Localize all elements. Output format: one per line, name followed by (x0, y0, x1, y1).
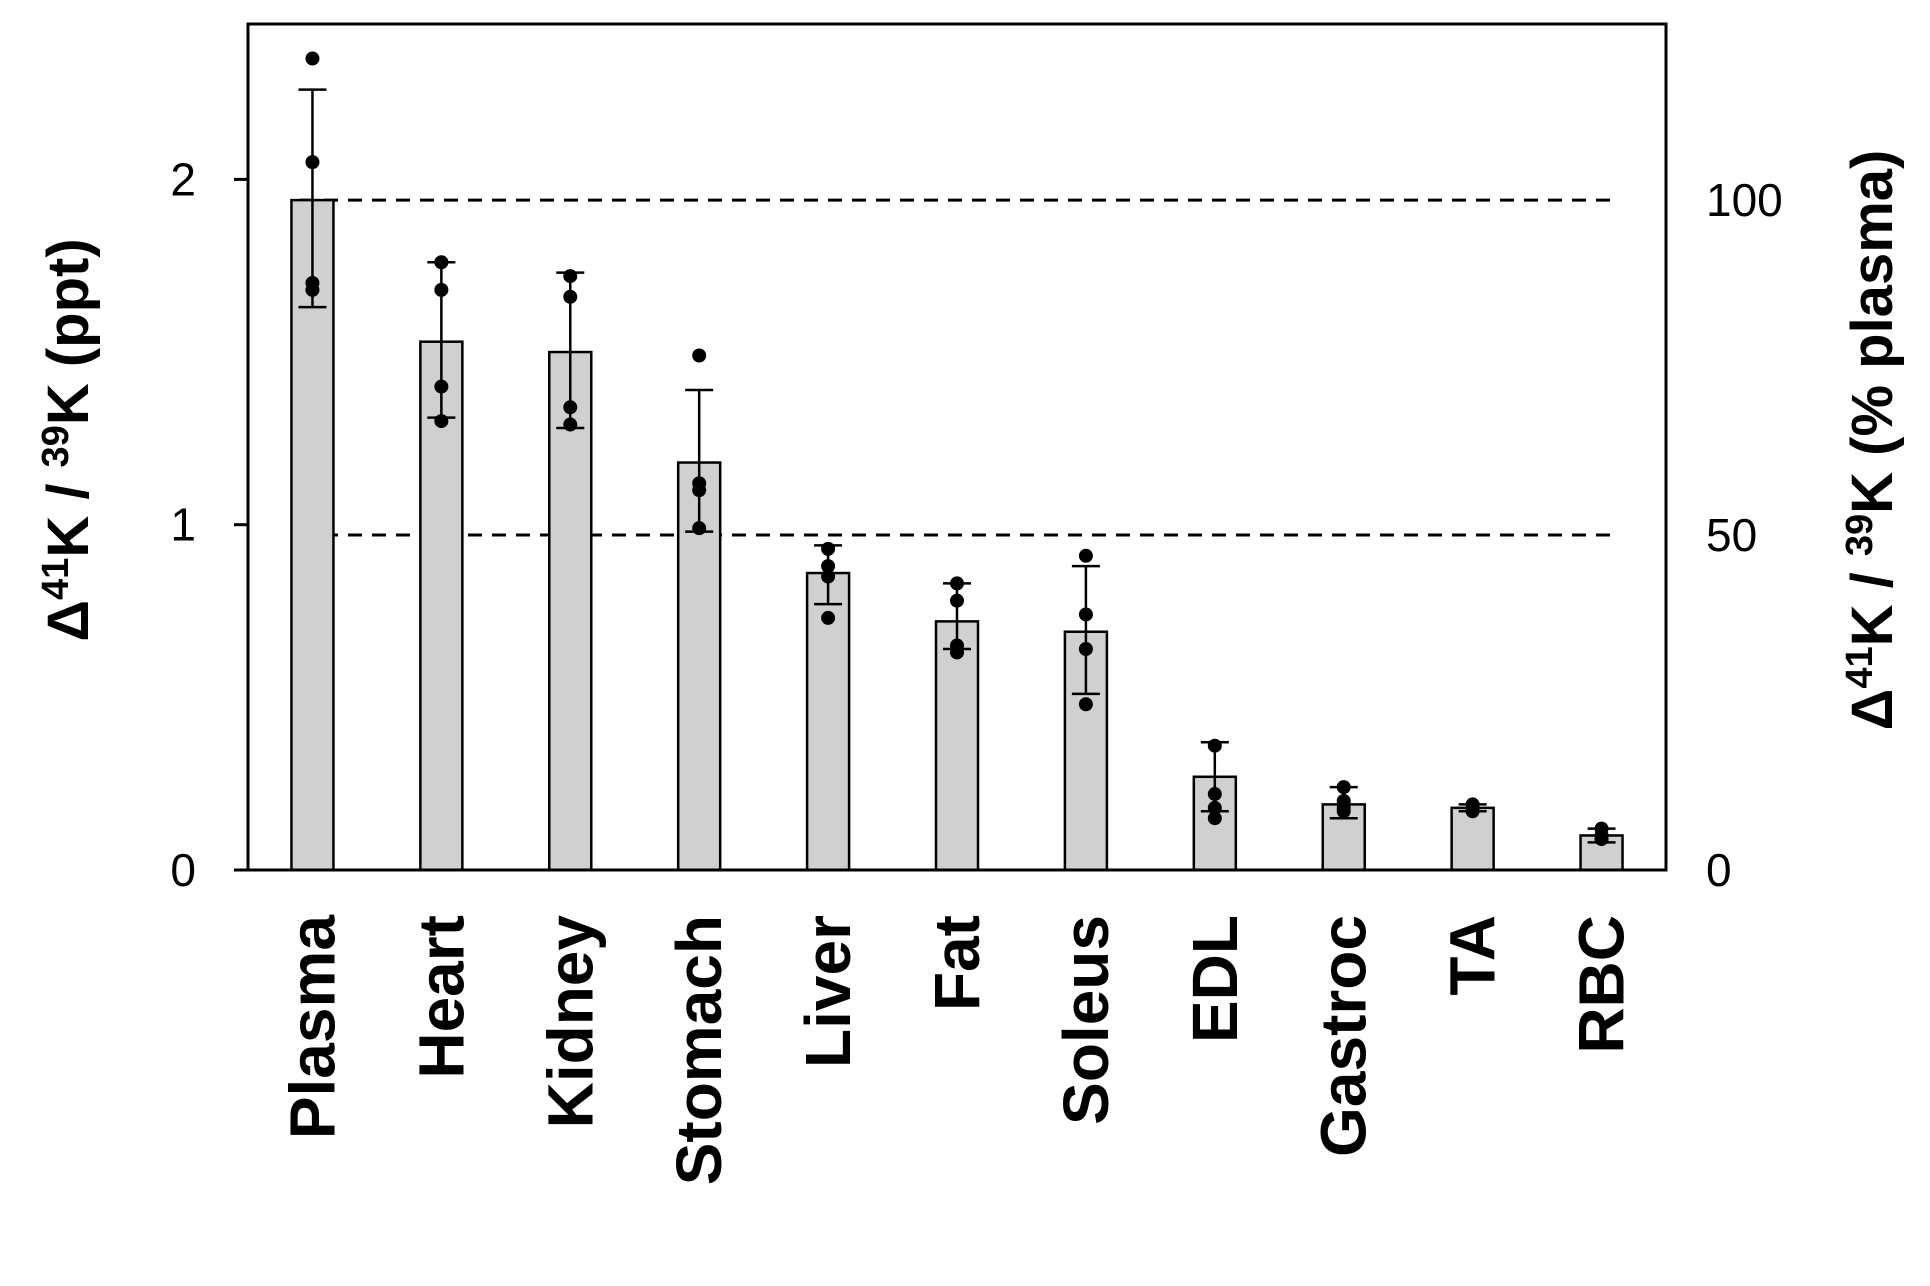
data-point-kidney-3 (563, 417, 578, 432)
data-point-edl-3 (1207, 811, 1222, 826)
data-point-plasma-0 (305, 51, 320, 66)
right-tick-label-1: 50 (1706, 509, 1757, 561)
data-point-edl-0 (1207, 738, 1222, 753)
left-tick-label-1: 1 (170, 499, 196, 551)
data-point-liver-1 (821, 559, 836, 574)
category-label-edl: EDL (1179, 915, 1251, 1043)
category-label-kidney: Kidney (534, 915, 606, 1129)
left-tick-label-2: 2 (170, 153, 196, 205)
data-point-heart-3 (434, 414, 449, 429)
category-label-liver: Liver (792, 915, 864, 1068)
data-point-gastroc-0 (1336, 780, 1351, 795)
data-point-heart-1 (434, 282, 449, 297)
data-point-soleus-2 (1078, 642, 1093, 657)
data-point-liver-2 (821, 569, 836, 584)
data-point-kidney-0 (563, 269, 578, 284)
plot-frame (246, 22, 1668, 872)
data-point-heart-0 (434, 255, 449, 270)
data-point-stomach-3 (692, 521, 707, 536)
data-point-plasma-1 (305, 155, 320, 170)
category-label-plasma: Plasma (276, 915, 348, 1140)
reference-lines (300, 198, 1612, 537)
data-point-heart-2 (434, 379, 449, 394)
bar-kidney (548, 350, 593, 872)
data-point-soleus-0 (1078, 548, 1093, 563)
bar-plasma (290, 198, 335, 872)
data-point-rbc-3 (1594, 831, 1609, 846)
category-label-fat: Fat (921, 915, 993, 1011)
data-point-gastroc-3 (1336, 804, 1351, 819)
data-point-plasma-3 (305, 282, 320, 297)
data-point-edl-1 (1207, 787, 1222, 802)
left-y-axis-title: Δ41K / 39K (ppt) (35, 238, 101, 641)
data-point-fat-1 (950, 593, 964, 608)
category-label-ta: TA (1437, 915, 1509, 996)
right-tick-label-2: 100 (1706, 174, 1783, 226)
data-point-fat-0 (950, 576, 964, 591)
error-bar-plasma (298, 88, 327, 309)
category-label-gastroc: Gastroc (1308, 915, 1380, 1157)
data-point-liver-3 (821, 610, 836, 625)
data-point-ta-3 (1465, 804, 1480, 819)
category-label-soleus: Soleus (1050, 915, 1122, 1125)
data-point-soleus-3 (1078, 697, 1093, 712)
data-point-stomach-2 (692, 483, 707, 498)
data-point-soleus-1 (1078, 607, 1093, 622)
category-label-stomach: Stomach (663, 915, 735, 1185)
data-point-stomach-0 (692, 348, 707, 363)
data-point-edl-2 (1207, 800, 1222, 815)
category-labels: Plasma Heart Kidney Stomach Liver Fat Soleus ED… (276, 915, 1637, 1186)
right-y-axis-title: Δ41K / 39K (% plasma) (1839, 150, 1905, 731)
category-label-rbc: RBC (1566, 915, 1638, 1054)
category-label-heart: Heart (405, 915, 477, 1079)
data-points (305, 51, 1609, 846)
bar-fat (934, 620, 980, 872)
bars (290, 198, 1624, 872)
left-tick-label-0: 0 (170, 844, 196, 896)
data-point-fat-3 (950, 645, 964, 660)
left-y-axis-ticks: 0 1 2 (170, 153, 248, 896)
right-y-axis-ticks: 0 50 100 (1706, 174, 1783, 896)
error-bar-soleus (1071, 564, 1100, 696)
data-point-kidney-1 (563, 289, 578, 304)
data-point-kidney-2 (563, 400, 578, 415)
right-tick-label-0: 0 (1706, 844, 1732, 896)
data-point-liver-0 (821, 541, 836, 556)
